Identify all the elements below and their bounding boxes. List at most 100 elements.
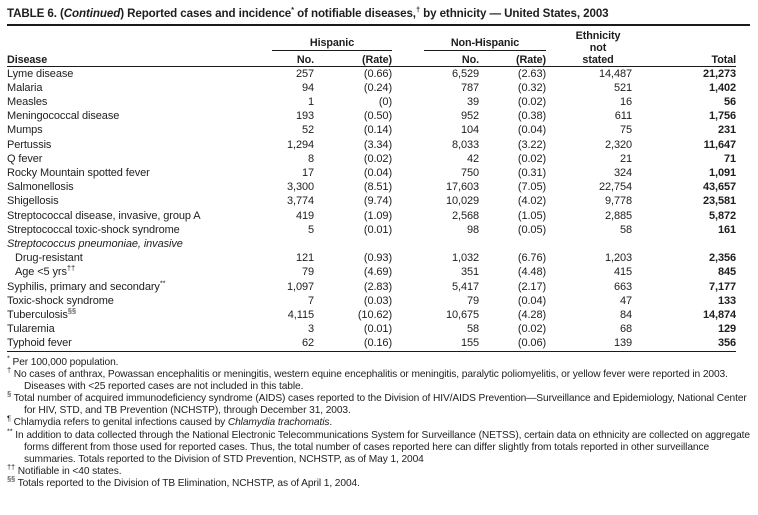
table-row: Q fever 8 (0.02) 42 (0.02) 21 71 (7, 152, 736, 166)
hispanic-rate-cell: (9.74) (363, 195, 393, 208)
table-row: Shigellosis 3,774 (9.74) 10,029 (4.02) 9,778 2… (7, 194, 736, 208)
total-cell: 56 (723, 95, 737, 108)
hispanic-rate-cell: (3.34) (363, 138, 393, 151)
footnote-text: Notifiable in <40 states. (17, 465, 122, 477)
ethnicity-not-stated-cell: 521 (613, 81, 633, 94)
non-hispanic-rate-cell: (0.02) (517, 95, 547, 108)
footnote-text: Totals reported to the Division of TB El… (17, 478, 360, 490)
ethnicity-not-stated-cell: 1,203 (605, 252, 633, 265)
non-hispanic-rate-cell: (0.06) (517, 337, 547, 350)
total-cell: 231 (717, 124, 737, 137)
ethnicity-not-stated-cell: 415 (613, 266, 633, 279)
total-cell: 2,356 (709, 252, 737, 265)
total-cell: 14,874 (702, 308, 737, 321)
total-cell: 1,756 (709, 110, 737, 123)
hispanic-rate-header: (Rate) (362, 53, 393, 66)
total-cell: 7,177 (709, 280, 737, 293)
footnote-text: Chlamydia trachomatis (227, 417, 330, 429)
hispanic-rate-cell: (0.24) (363, 81, 393, 94)
non-hispanic-rate-cell: (6.76) (517, 252, 547, 265)
hispanic-no-cell: 7 (307, 294, 314, 307)
footnote-marker: † (7, 365, 12, 375)
hispanic-no-cell: 3,774 (286, 195, 314, 208)
non-hispanic-no-cell (392, 237, 479, 251)
hispanic-rate-cell: (4.69) (363, 266, 393, 279)
footnote-marker: § (7, 389, 12, 399)
table-row: Age <5 yrs†† 79 (4.69) 351 (4.48) 415 845 (7, 265, 736, 279)
ethnicity-not-stated-cell: 9,778 (605, 195, 633, 208)
ethnicity-not-stated-cell: 84 (619, 308, 633, 321)
non-hispanic-no-cell: 10,675 (445, 308, 480, 321)
non-hispanic-no-cell: 98 (466, 223, 480, 236)
disease-name: Toxic-shock syndrome (7, 294, 114, 307)
ethnicity-not-stated-header: Ethnicity not stated (575, 29, 621, 66)
hispanic-rate-cell: (0.04) (363, 166, 393, 179)
total-cell: 356 (717, 337, 737, 350)
table-row: Pertussis 1,294 (3.34) 8,033 (3.22) 2,320 11,6… (7, 138, 736, 152)
total-cell: 23,581 (702, 195, 737, 208)
title-continued: Continued (63, 7, 121, 20)
title-text: by ethnicity — United States, 2003 (420, 7, 609, 20)
hispanic-rate-cell (314, 237, 392, 251)
disease-name: Typhoid fever (7, 337, 72, 350)
table-row: Streptococcal toxic-shock syndrome 5 (0.01… (7, 223, 736, 237)
non-hispanic-no-cell: 39 (466, 95, 480, 108)
total-cell: 1,402 (709, 81, 737, 94)
total-cell (632, 237, 736, 251)
non-hispanic-no-cell: 8,033 (451, 138, 480, 151)
total-column-header: Total (711, 53, 737, 66)
ethnicity-not-stated-cell (546, 237, 632, 251)
table-row: Malaria 94 (0.24) 787 (0.32) 521 1,402 (7, 81, 736, 95)
footnote-marker: ** (159, 279, 166, 287)
total-cell: 1,091 (709, 166, 737, 179)
disease-name: Meningococcal disease (7, 110, 120, 123)
non-hispanic-no-cell: 17,603 (445, 181, 480, 194)
total-cell: 845 (717, 266, 737, 279)
footnote-marker: † (415, 5, 421, 15)
ethnicity-not-stated-cell: 139 (613, 337, 633, 350)
hispanic-no-cell: 1,097 (286, 280, 314, 293)
non-hispanic-group-header: Non-Hispanic (392, 28, 547, 51)
disease-name: Mumps (7, 124, 43, 137)
disease-name: Lyme disease (7, 67, 74, 80)
disease-name: Streptococcal toxic-shock syndrome (7, 223, 180, 236)
hispanic-no-cell: 94 (301, 81, 314, 94)
disease-column-header: Disease (7, 53, 48, 66)
footnote-text: In addition to data collected through th… (15, 429, 750, 465)
table-row: Streptococcal disease, invasive, group A… (7, 209, 736, 223)
table-row: Drug-resistant 121 (0.93) 1,032 (6.76) 1,203 2… (7, 251, 736, 265)
disease-name: Streptococcus pneumoniae, invasive (7, 237, 183, 250)
hispanic-no-cell: 79 (301, 266, 314, 279)
table-row: Mumps 52 (0.14) 104 (0.04) 75 231 (7, 123, 736, 137)
table-row: Syphilis, primary and secondary** 1,097 (2… (7, 280, 736, 294)
table-body: Lyme disease 257 (0.66) 6,529 (2.63) 14,487 21… (7, 66, 737, 352)
footnote-text: . (329, 417, 333, 429)
non-hispanic-rate-cell: (0.02) (517, 323, 547, 336)
total-cell: 5,872 (709, 209, 737, 222)
table-row: Toxic-shock syndrome 7 (0.03) 79 (0.04) 47 133 (7, 294, 736, 308)
footnote: † No cases of anthrax, Powassan encephal… (7, 366, 754, 393)
ethnicity-not-stated-cell: 21 (619, 152, 633, 165)
hispanic-no-cell: 193 (295, 110, 314, 123)
disease-name: Rocky Mountain spotted fever (7, 166, 150, 179)
non-hispanic-no-cell: 79 (466, 294, 480, 307)
footnote-text: Per 100,000 population. (12, 356, 119, 368)
non-hispanic-no-cell: 42 (466, 152, 480, 165)
non-hispanic-rate-cell: (4.02) (517, 195, 547, 208)
hispanic-rate-cell: (0.01) (363, 223, 393, 236)
hispanic-rate-cell: (0.50) (363, 110, 393, 123)
non-hispanic-rate-cell: (3.22) (517, 138, 547, 151)
table-row: Lyme disease 257 (0.66) 6,529 (2.63) 14,487 21… (7, 66, 736, 81)
footnote-marker: ¶ (7, 413, 11, 423)
non-hispanic-rate-cell (479, 237, 546, 251)
hispanic-rate-cell: (0.16) (363, 337, 393, 350)
footnote: ** In addition to data collected through… (7, 427, 754, 466)
hispanic-rate-cell: (0.03) (363, 294, 393, 307)
footnote-text: No cases of anthrax, Powassan encephalit… (13, 368, 728, 392)
disease-name: Measles (7, 95, 48, 108)
table-row: Measles 1 (0) 39 (0.02) 16 56 (7, 95, 736, 109)
non-hispanic-rate-cell: (4.48) (517, 266, 547, 279)
footnote: †† Notifiable in <40 states. (7, 463, 754, 478)
disease-name: Tuberculosis§§ (7, 307, 76, 321)
non-hispanic-no-cell: 2,568 (451, 209, 480, 222)
